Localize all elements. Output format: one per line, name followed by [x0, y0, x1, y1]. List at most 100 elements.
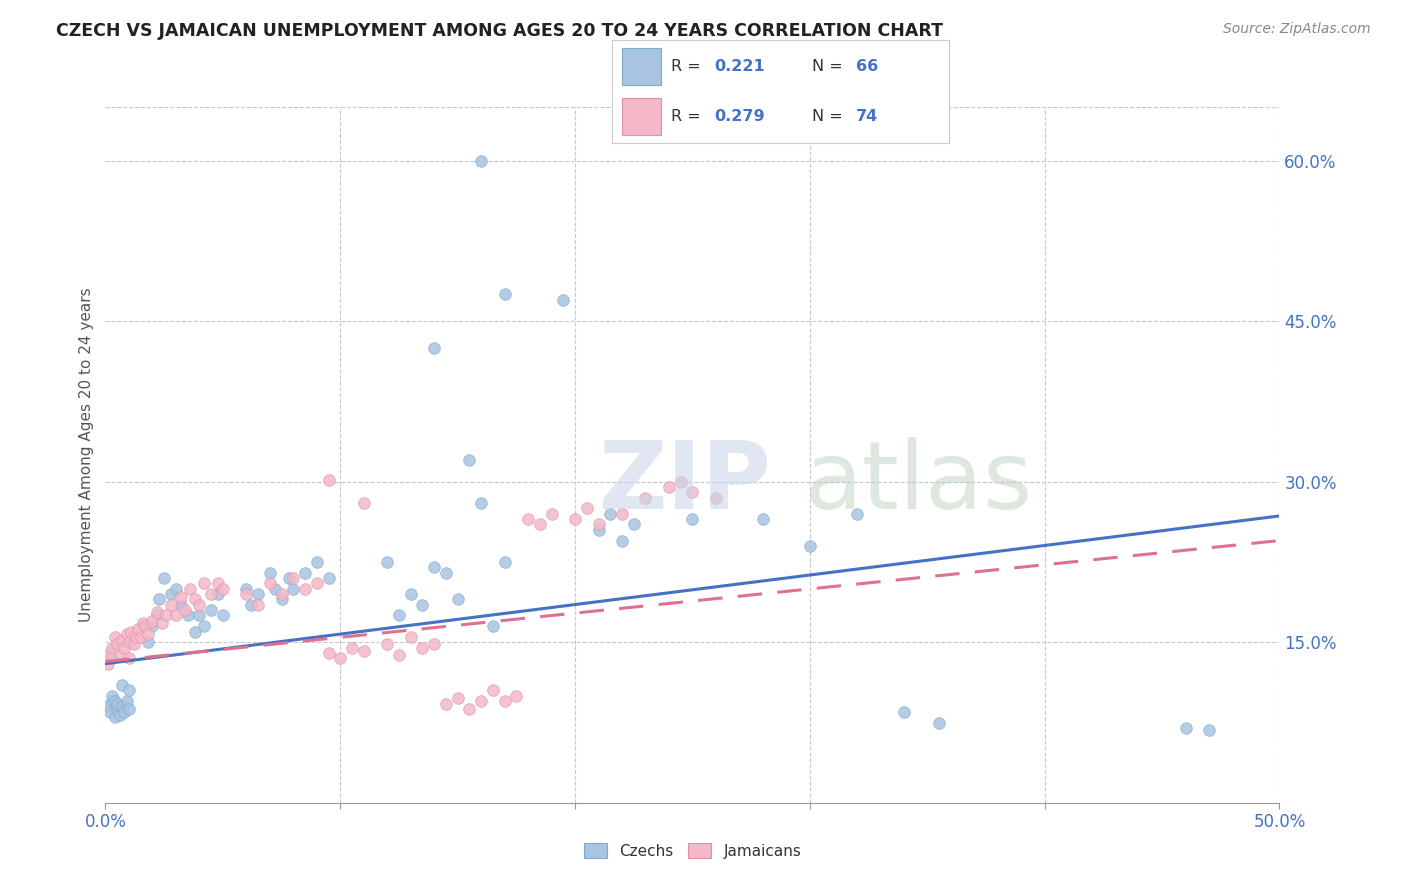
Point [179, 582, 201, 596]
Point [318, 646, 340, 660]
Point [125, 630, 148, 644]
Point [399, 630, 422, 644]
Point [494, 555, 516, 569]
Point [329, 651, 352, 665]
Point [388, 648, 411, 662]
Point [153, 571, 176, 585]
Point [277, 571, 299, 585]
Point [134, 619, 156, 633]
Point [188, 598, 211, 612]
Point [155, 608, 177, 623]
Point [263, 582, 285, 596]
Y-axis label: Unemployment Among Ages 20 to 24 years: Unemployment Among Ages 20 to 24 years [79, 287, 94, 623]
Point [118, 683, 141, 698]
Point [235, 587, 257, 601]
Text: N =: N = [813, 59, 848, 74]
Point [122, 637, 145, 651]
Point [388, 608, 411, 623]
Text: atlas: atlas [804, 437, 1032, 529]
Point [353, 644, 375, 658]
Point [294, 566, 316, 580]
Point [141, 619, 163, 633]
Point [423, 560, 446, 574]
Text: Source: ZipAtlas.com: Source: ZipAtlas.com [1223, 22, 1371, 37]
Point [136, 635, 159, 649]
Point [169, 598, 191, 612]
Point [148, 592, 170, 607]
Point [928, 715, 950, 730]
Point [318, 571, 340, 585]
Point [183, 624, 205, 639]
Point [111, 699, 134, 714]
Point [540, 507, 562, 521]
Point [575, 501, 598, 516]
Point [1198, 723, 1220, 737]
Point [118, 651, 141, 665]
Point [447, 690, 470, 705]
Point [200, 603, 222, 617]
Point [610, 533, 633, 548]
Point [294, 582, 316, 596]
Point [704, 491, 727, 505]
Point [658, 480, 681, 494]
Point [270, 592, 292, 607]
Point [108, 708, 131, 723]
Point [283, 582, 305, 596]
Point [411, 640, 433, 655]
Point [169, 591, 191, 605]
Point [118, 701, 141, 715]
Point [104, 630, 127, 644]
Point [129, 630, 152, 644]
Point [111, 633, 134, 648]
Point [235, 582, 257, 596]
Point [259, 576, 281, 591]
Point [105, 701, 128, 715]
Point [259, 566, 281, 580]
Point [105, 698, 128, 712]
Point [160, 598, 183, 612]
Point [115, 694, 138, 708]
Point [434, 566, 457, 580]
Point [494, 287, 516, 301]
Text: 0.279: 0.279 [714, 109, 765, 124]
Point [101, 694, 124, 708]
FancyBboxPatch shape [621, 48, 661, 86]
Point [112, 640, 135, 655]
Point [120, 624, 142, 639]
Point [553, 293, 575, 307]
Point [529, 517, 551, 532]
Point [845, 507, 868, 521]
Point [240, 598, 263, 612]
Point [127, 623, 149, 637]
Text: 74: 74 [856, 109, 879, 124]
Point [174, 603, 197, 617]
Point [799, 539, 821, 553]
Text: 0.221: 0.221 [714, 59, 765, 74]
Point [470, 694, 492, 708]
Point [111, 678, 134, 692]
Point [132, 615, 155, 630]
Point [247, 598, 270, 612]
Point [211, 608, 233, 623]
Point [482, 619, 505, 633]
Point [305, 555, 328, 569]
Point [375, 637, 398, 651]
Point [447, 592, 470, 607]
Point [165, 608, 187, 623]
Point [682, 485, 704, 500]
Text: R =: R = [671, 109, 706, 124]
Point [165, 582, 187, 596]
Point [623, 517, 645, 532]
Point [193, 576, 215, 591]
Point [112, 705, 135, 719]
Text: ZIP: ZIP [599, 437, 772, 529]
Point [188, 608, 211, 623]
Point [634, 491, 657, 505]
Point [588, 523, 610, 537]
Point [200, 587, 222, 601]
Point [160, 587, 183, 601]
Point [98, 646, 121, 660]
Point [101, 689, 124, 703]
Point [610, 507, 633, 521]
Point [494, 694, 516, 708]
